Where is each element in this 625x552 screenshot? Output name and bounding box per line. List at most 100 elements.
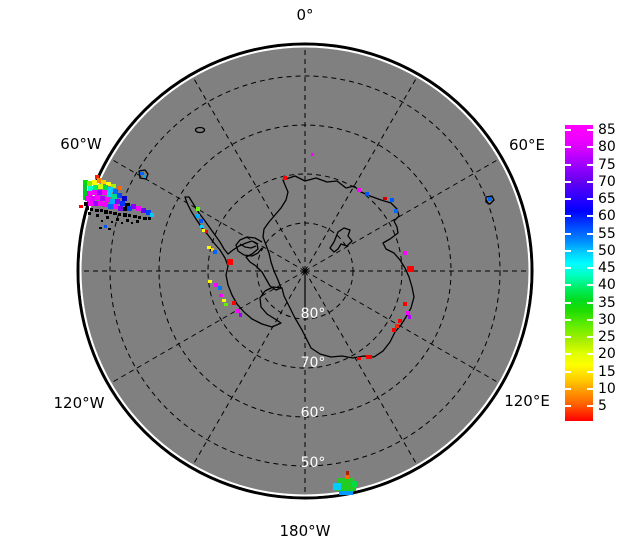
ice-cell	[143, 217, 147, 220]
ice-cell	[133, 215, 137, 218]
colorbar	[565, 125, 593, 421]
colorbar-label: 40	[598, 277, 616, 294]
ice-coastal-dot	[236, 309, 240, 313]
amery-coast-detail	[329, 227, 353, 253]
colorbar-tick	[587, 387, 593, 390]
ice-blob-cell	[339, 491, 353, 495]
ice-cell	[93, 185, 98, 190]
meridian-line	[192, 77, 306, 272]
colorbar-tick	[587, 198, 593, 200]
ice-cell	[118, 206, 123, 211]
colorbar-label: 55	[598, 225, 616, 242]
ice-coastal-dot	[202, 229, 205, 232]
ice-cell	[122, 196, 127, 201]
colorbar-label: 5	[598, 398, 607, 414]
ice-cell	[88, 201, 93, 206]
colorbar-tick	[565, 336, 571, 338]
ice-cell	[108, 187, 113, 192]
ice-cell	[136, 220, 139, 223]
meridian-line	[304, 270, 418, 465]
colorbar-tick	[565, 353, 571, 356]
ice-coastal-dot	[213, 250, 217, 254]
ice-blob-cell	[346, 471, 349, 475]
ice-coastal-dot	[394, 209, 398, 213]
ice-coastal-dot	[395, 324, 399, 328]
ice-cell	[116, 218, 119, 221]
ice-cell	[88, 212, 91, 215]
ice-cell	[100, 209, 103, 212]
ice-coastal-dot	[366, 355, 372, 359]
ice-coastal-dot	[205, 230, 208, 233]
ice-coastal-dot	[357, 357, 361, 360]
colorbar-tick	[565, 370, 571, 373]
colorbar-label: 30	[598, 311, 616, 328]
ice-cell	[127, 206, 132, 211]
ice-coastal-dot	[283, 176, 287, 180]
ice-cell	[128, 214, 131, 217]
colorbar-tick	[565, 232, 571, 235]
sea-ice-coastal-dots	[196, 153, 492, 360]
colorbar-label: 50	[598, 242, 616, 259]
ice-cell	[86, 207, 89, 210]
ice-cell	[92, 190, 97, 195]
meridian-label-0: 0°	[296, 6, 314, 24]
colorbar-tick	[587, 336, 593, 338]
ice-cell	[140, 172, 144, 175]
ice-coastal-dot	[408, 315, 411, 319]
ice-cell	[148, 217, 151, 220]
ice-cell	[117, 193, 122, 198]
ice-cell	[95, 195, 100, 200]
ice-cell	[115, 199, 120, 204]
ice-cell	[109, 211, 112, 214]
ice-cell	[88, 186, 93, 191]
meridian-line	[192, 270, 306, 465]
colorbar-tick	[565, 146, 571, 149]
meridian-line	[304, 270, 499, 384]
ice-cell	[83, 184, 87, 200]
ice-coastal-dot	[406, 311, 410, 315]
ice-cell	[108, 228, 111, 230]
ice-cell	[113, 204, 118, 209]
ice-coastal-dot	[227, 259, 233, 265]
ice-cell	[118, 213, 121, 216]
ice-coastal-dot	[398, 319, 402, 323]
colorbar-tick	[565, 198, 571, 200]
ice-cell	[123, 213, 127, 217]
ice-blob-cell	[352, 481, 357, 487]
ice-cell	[131, 204, 136, 209]
ice-coastal-dot	[224, 303, 228, 306]
ronne-shelf-edge	[235, 236, 263, 257]
ice-cell	[93, 201, 98, 206]
ice-coastal-dot	[390, 198, 394, 202]
ice-cell	[85, 196, 90, 201]
colorbar-label: 45	[598, 260, 616, 276]
ice-coastal-dot	[488, 197, 492, 201]
meridian-line	[304, 158, 499, 272]
ice-blob-cell	[338, 478, 354, 486]
ice-cell	[150, 213, 154, 217]
ice-coastal-dot	[403, 251, 407, 255]
meridian-label-60e: 60°E	[508, 136, 546, 154]
ice-cell	[79, 205, 83, 208]
ice-cell	[102, 190, 107, 195]
ice-cell	[104, 210, 108, 214]
colorbar-tick	[565, 387, 571, 390]
ice-cell	[104, 225, 107, 228]
ice-cell	[95, 175, 99, 179]
colorbar-tick	[565, 163, 571, 166]
graticule-circle	[207, 173, 403, 369]
ice-coastal-dot	[200, 225, 204, 228]
ice-coastal-dot	[311, 153, 314, 156]
ice-cell	[126, 219, 129, 222]
ice-coastal-dot	[196, 207, 200, 211]
colorbar-tick	[587, 129, 593, 131]
south-georgia-island	[194, 126, 206, 134]
latitude-label-60: 60°	[301, 405, 326, 421]
ice-cell	[125, 203, 130, 207]
meridian-line	[304, 77, 418, 272]
colorbar-tick	[587, 249, 593, 252]
ice-cell	[141, 208, 146, 213]
colorbar-tick	[565, 129, 571, 131]
sea-ice-south-blob	[333, 471, 357, 495]
